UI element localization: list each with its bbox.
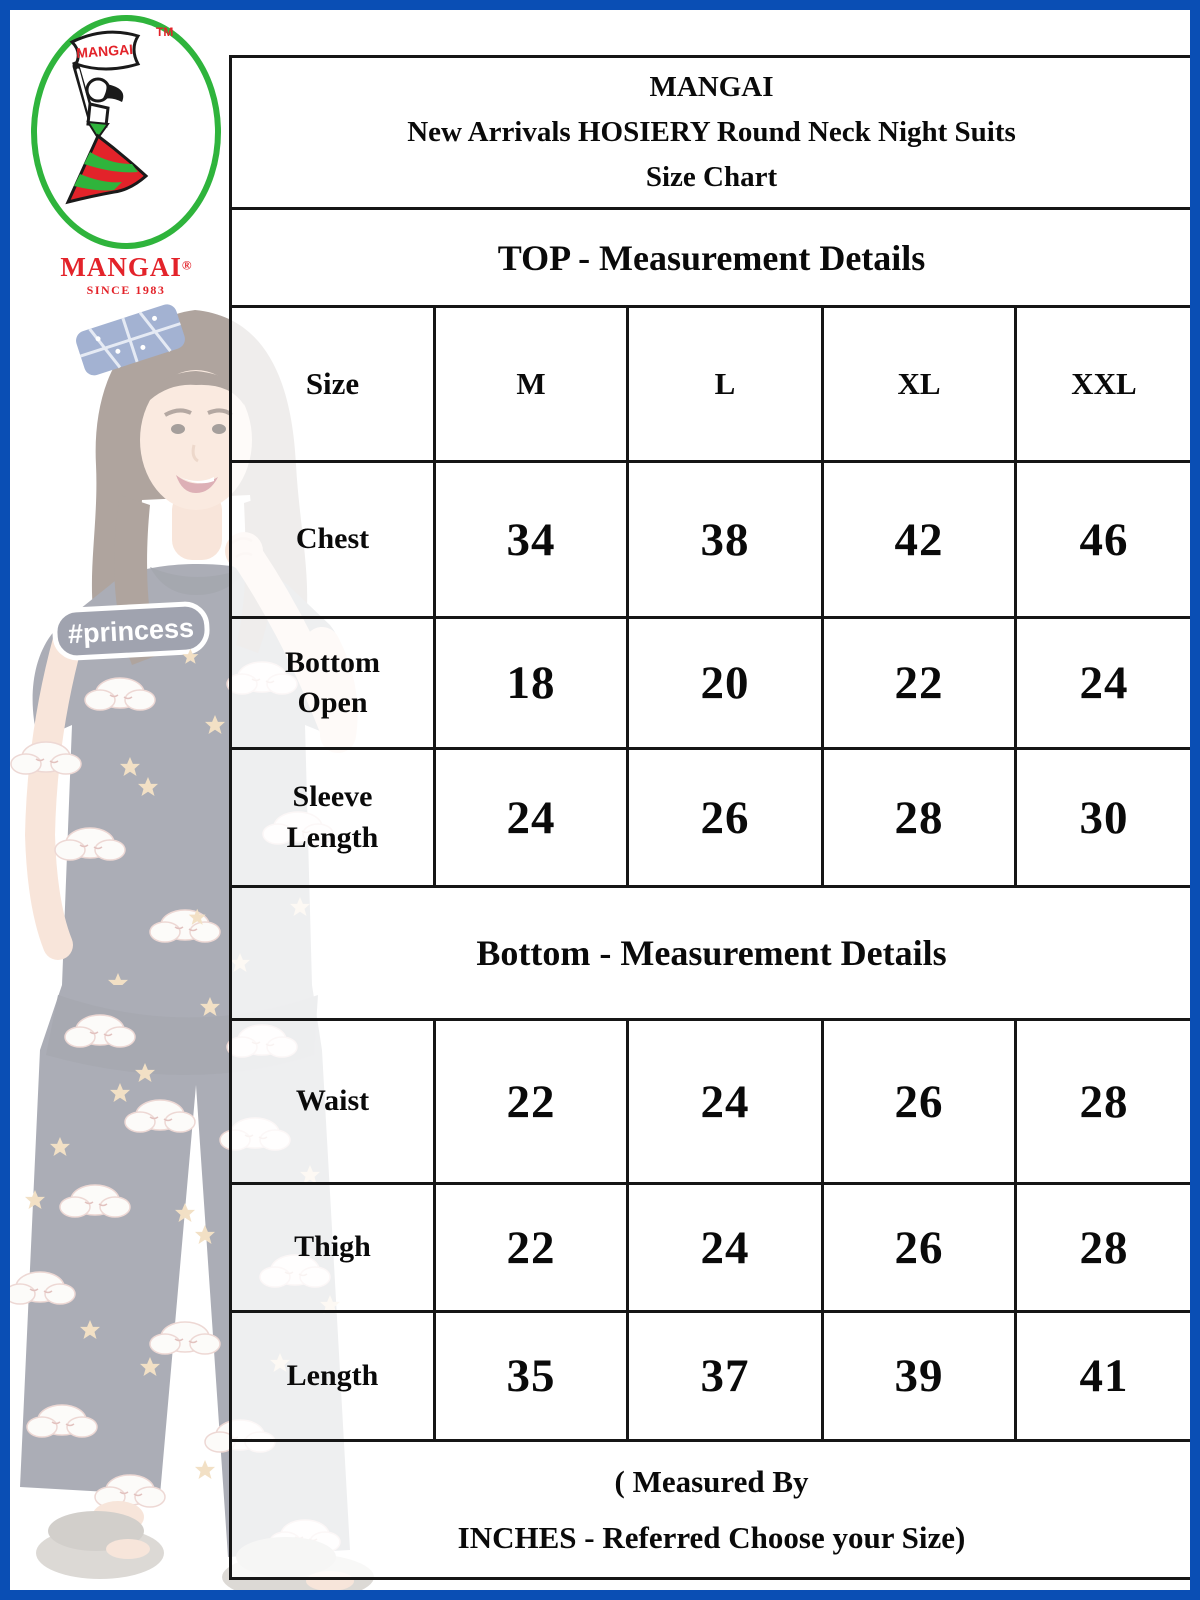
footer-note-line2: INCHES - Referred Choose your Size)	[457, 1519, 966, 1555]
flag-text: MANGAI	[76, 41, 134, 61]
thigh-m-value: 22	[433, 1182, 629, 1313]
thigh-xxl-value: 28	[1013, 1182, 1195, 1313]
bottom-open-xl-value: 22	[821, 616, 1017, 750]
chart-title-line1: MANGAI	[649, 71, 774, 104]
chest-xxl-value: 46	[1013, 460, 1195, 619]
bottom-open-m-value: 18	[433, 616, 629, 750]
chart-title-line2: New Arrivals HOSIERY Round Neck Night Su…	[407, 116, 1016, 149]
registered-mark: ®	[181, 257, 192, 273]
length-m-value: 35	[433, 1310, 629, 1442]
model-neck	[172, 490, 222, 560]
sleeve-l-value: 26	[626, 747, 824, 888]
tm-mark: TM	[156, 25, 173, 39]
brand-since: SINCE 1983	[86, 282, 166, 297]
badge-text: #princess	[67, 613, 194, 650]
waist-l-value: 24	[626, 1018, 824, 1185]
size-header-label: Size	[229, 305, 436, 463]
chest-l-value: 38	[626, 460, 824, 619]
model-face	[140, 370, 252, 510]
model-left-arm	[24, 625, 83, 960]
length-xxl-value: 41	[1013, 1310, 1195, 1442]
size-col-xl: XL	[821, 305, 1017, 463]
logo-figure	[65, 62, 149, 205]
bottom-open-row-label: Bottom Open	[229, 616, 436, 750]
waist-xl-value: 26	[821, 1018, 1017, 1185]
chart-title-line3: Size Chart	[645, 160, 778, 193]
thigh-l-value: 24	[626, 1182, 824, 1313]
size-chart-table: MANGAI New Arrivals HOSIERY Round Neck N…	[228, 55, 1195, 1580]
chest-row-label: Chest	[229, 460, 436, 619]
top-section-title: TOP - Measurement Details	[228, 207, 1195, 308]
brand-logo: MANGAI TM MANGAI®	[10, 4, 242, 298]
footer-note-cell: ( Measured By INCHES - Referred Choose y…	[228, 1439, 1195, 1580]
waist-row-label: Waist	[229, 1018, 436, 1185]
length-row-label: Length	[229, 1310, 436, 1442]
chest-m-value: 34	[433, 460, 629, 619]
size-col-l: L	[626, 305, 824, 463]
model-headband	[76, 304, 185, 376]
model-princess-badge: #princess	[52, 601, 210, 661]
footer-note-line1: ( Measured By	[614, 1463, 809, 1499]
length-xl-value: 39	[821, 1310, 1017, 1442]
sleeve-length-row-label: Sleeve Length	[229, 747, 436, 888]
logo-flag: MANGAI	[69, 30, 141, 71]
waist-xxl-value: 28	[1013, 1018, 1195, 1185]
size-chart-table-wrap: MANGAI New Arrivals HOSIERY Round Neck N…	[228, 55, 1195, 1580]
length-l-value: 37	[626, 1310, 824, 1442]
bottom-section-title: Bottom - Measurement Details	[228, 885, 1195, 1021]
sleeve-xxl-value: 30	[1013, 747, 1195, 888]
bottom-open-xxl-value: 24	[1013, 616, 1195, 750]
chest-xl-value: 42	[821, 460, 1017, 619]
chart-title-cell: MANGAI New Arrivals HOSIERY Round Neck N…	[228, 55, 1195, 210]
brand-name: MANGAI	[60, 252, 182, 282]
size-col-xxl: XXL	[1013, 305, 1195, 463]
brand-name-line: MANGAI®	[10, 252, 242, 283]
thigh-row-label: Thigh	[229, 1182, 436, 1313]
bottom-open-l-value: 20	[626, 616, 824, 750]
waist-m-value: 22	[433, 1018, 629, 1185]
sleeve-xl-value: 28	[821, 747, 1017, 888]
thigh-xl-value: 26	[821, 1182, 1017, 1313]
size-col-m: M	[433, 305, 629, 463]
sleeve-m-value: 24	[433, 747, 629, 888]
logo-graphic: MANGAI TM	[31, 15, 221, 249]
